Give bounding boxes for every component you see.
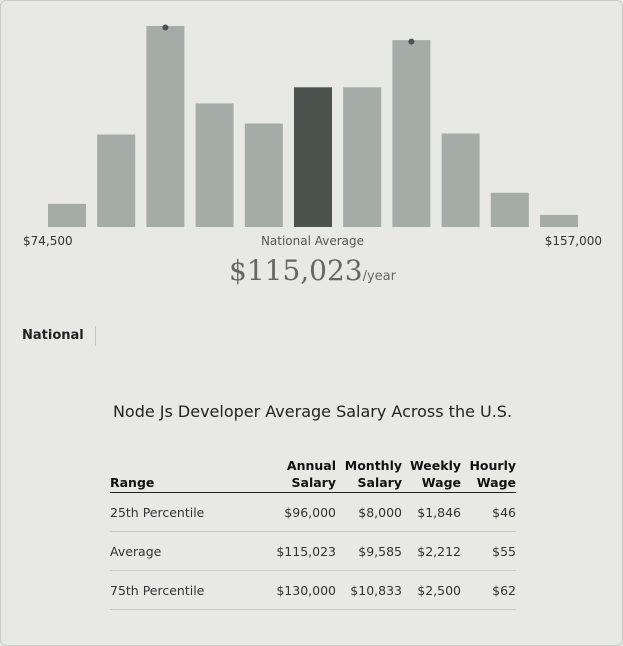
histogram-bar	[392, 40, 431, 227]
cell-monthly: $10,833	[336, 570, 402, 610]
cell-hourly: $46	[461, 492, 516, 532]
tab-national[interactable]: National	[22, 328, 84, 343]
header-annual-salary: Annual Salary	[270, 457, 336, 493]
cell-monthly: $8,000	[336, 492, 402, 532]
cell-hourly: $55	[461, 531, 516, 571]
average-salary-unit: /year	[362, 269, 396, 284]
cell-weekly: $2,500	[402, 570, 461, 610]
peak-marker	[408, 38, 415, 45]
cell-annual: $96,000	[270, 492, 336, 532]
average-salary-amount: $115,023	[229, 254, 363, 287]
cell-range: 25th Percentile	[110, 492, 270, 532]
salary-table: Range Annual Salary Monthly Salary Weekly W…	[110, 457, 516, 610]
cell-monthly: $9,585	[336, 531, 402, 571]
cell-hourly: $62	[461, 570, 516, 610]
header-range: Range	[110, 457, 270, 493]
range-max-label: $157,000	[544, 234, 602, 248]
table-title: Node Js Developer Average Salary Across …	[112, 402, 513, 421]
histogram-bar	[48, 203, 86, 227]
cell-range: Average	[110, 531, 270, 571]
peak-marker	[162, 24, 169, 31]
histogram-bar	[540, 214, 578, 227]
cell-weekly: $2,212	[402, 531, 461, 571]
histogram-bar-average	[294, 87, 332, 227]
cell-annual: $130,000	[270, 570, 336, 610]
cell-weekly: $1,846	[402, 492, 461, 532]
histogram-bar	[244, 123, 283, 227]
histogram-bar	[490, 192, 529, 227]
histogram-bar	[441, 133, 480, 227]
header-weekly-wage: Weekly Wage	[402, 457, 461, 493]
histogram-bar	[343, 87, 382, 227]
table-header-row: Range Annual Salary Monthly Salary Weekly W…	[110, 457, 516, 493]
national-average-caption: National Average	[260, 234, 365, 248]
histogram-bar	[195, 103, 234, 227]
header-monthly-salary: Monthly Salary	[336, 457, 402, 493]
tab-divider	[95, 326, 96, 346]
range-min-label: $74,500	[23, 234, 73, 248]
histogram-bar	[97, 134, 136, 227]
average-salary: $115,023/year	[1, 254, 622, 287]
histogram-bar	[146, 26, 185, 227]
cell-annual: $115,023	[270, 531, 336, 571]
salary-histogram	[48, 24, 578, 227]
table-row: Average $115,023 $9,585 $2,212 $55	[110, 531, 516, 571]
table-row: 25th Percentile $96,000 $8,000 $1,846 $4…	[110, 492, 516, 532]
cell-range: 75th Percentile	[110, 570, 270, 610]
header-hourly-wage: Hourly Wage	[461, 457, 516, 493]
table-row: 75th Percentile $130,000 $10,833 $2,500 …	[110, 570, 516, 610]
